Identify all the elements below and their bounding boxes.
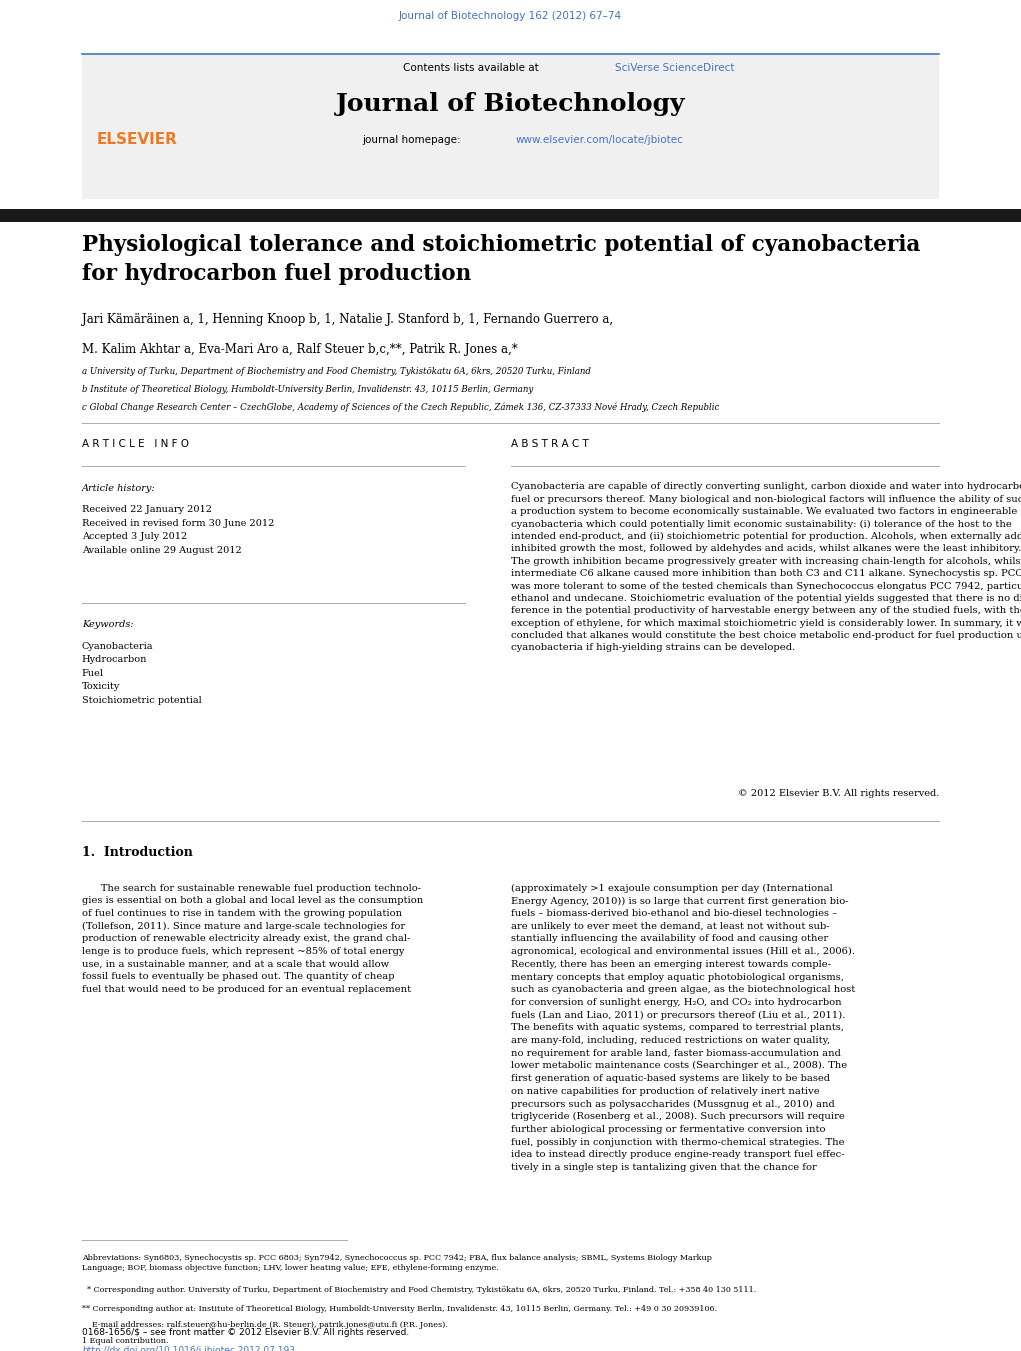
- Text: The search for sustainable renewable fuel production technolo-
gies is essential: The search for sustainable renewable fue…: [82, 884, 423, 994]
- Text: Contents lists available at: Contents lists available at: [403, 63, 542, 73]
- Text: Physiological tolerance and stoichiometric potential of cyanobacteria
for hydroc: Physiological tolerance and stoichiometr…: [82, 234, 920, 285]
- Text: E-mail addresses: ralf.steuer@hu-berlin.de (R. Steuer), patrik.jones@utu.fi (P.R: E-mail addresses: ralf.steuer@hu-berlin.…: [82, 1321, 447, 1329]
- Text: Jari Kämäräinen a, 1, Henning Knoop b, 1, Natalie J. Stanford b, 1, Fernando Gue: Jari Kämäräinen a, 1, Henning Knoop b, 1…: [82, 313, 613, 327]
- Text: * Corresponding author. University of Turku, Department of Biochemistry and Food: * Corresponding author. University of Tu…: [82, 1286, 756, 1294]
- Text: Keywords:: Keywords:: [82, 620, 134, 630]
- Text: A B S T R A C T: A B S T R A C T: [510, 439, 588, 449]
- Text: 1 Equal contribution.: 1 Equal contribution.: [82, 1337, 168, 1346]
- Text: A R T I C L E   I N F O: A R T I C L E I N F O: [82, 439, 189, 449]
- Text: journal homepage:: journal homepage:: [362, 135, 465, 145]
- Text: Received 22 January 2012
Received in revised form 30 June 2012
Accepted 3 July 2: Received 22 January 2012 Received in rev…: [82, 505, 274, 555]
- Text: Cyanobacteria are capable of directly converting sunlight, carbon dioxide and wa: Cyanobacteria are capable of directly co…: [510, 482, 1021, 653]
- Text: b Institute of Theoretical Biology, Humboldt-University Berlin, Invalidenstr. 43: b Institute of Theoretical Biology, Humb…: [82, 385, 533, 394]
- Text: a University of Turku, Department of Biochemistry and Food Chemistry, Tykistökat: a University of Turku, Department of Bio…: [82, 367, 590, 377]
- Text: Journal of Biotechnology: Journal of Biotechnology: [336, 92, 685, 116]
- Text: © 2012 Elsevier B.V. All rights reserved.: © 2012 Elsevier B.V. All rights reserved…: [738, 789, 939, 798]
- Text: ELSEVIER: ELSEVIER: [97, 132, 178, 147]
- Text: M. Kalim Akhtar a, Eva-Mari Aro a, Ralf Steuer b,c,**, Patrik R. Jones a,*: M. Kalim Akhtar a, Eva-Mari Aro a, Ralf …: [82, 343, 518, 357]
- Text: 1.  Introduction: 1. Introduction: [82, 846, 193, 859]
- Text: ** Corresponding author at: Institute of Theoretical Biology, Humboldt-Universit: ** Corresponding author at: Institute of…: [82, 1305, 717, 1313]
- Text: c Global Change Research Center – CzechGlobe, Academy of Sciences of the Czech R: c Global Change Research Center – CzechG…: [82, 403, 719, 412]
- Text: 0168-1656/$ – see front matter © 2012 Elsevier B.V. All rights reserved.: 0168-1656/$ – see front matter © 2012 El…: [82, 1328, 409, 1337]
- Text: www.elsevier.com/locate/jbiotec: www.elsevier.com/locate/jbiotec: [516, 135, 683, 145]
- Text: SciVerse ScienceDirect: SciVerse ScienceDirect: [615, 63, 734, 73]
- FancyBboxPatch shape: [82, 54, 939, 199]
- Text: Cyanobacteria
Hydrocarbon
Fuel
Toxicity
Stoichiometric potential: Cyanobacteria Hydrocarbon Fuel Toxicity …: [82, 642, 201, 705]
- Text: Journal of Biotechnology 162 (2012) 67–74: Journal of Biotechnology 162 (2012) 67–7…: [399, 11, 622, 20]
- Text: http://dx.doi.org/10.1016/j.jbiotec.2012.07.193: http://dx.doi.org/10.1016/j.jbiotec.2012…: [82, 1346, 295, 1351]
- FancyBboxPatch shape: [0, 209, 1021, 222]
- Text: (approximately >1 exajoule consumption per day (International
Energy Agency, 201: (approximately >1 exajoule consumption p…: [510, 884, 855, 1171]
- Text: Article history:: Article history:: [82, 484, 155, 493]
- Text: Abbreviations: Syn6803, Synechocystis sp. PCC 6803; Syn7942, Synechococcus sp. P: Abbreviations: Syn6803, Synechocystis sp…: [82, 1254, 712, 1273]
